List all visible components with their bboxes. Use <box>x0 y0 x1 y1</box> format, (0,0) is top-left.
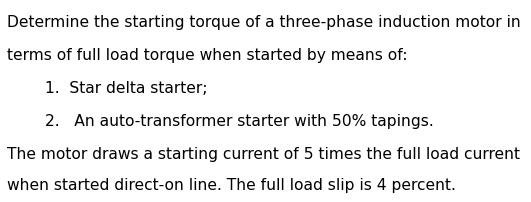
Text: when started direct-on line. The full load slip is 4 percent.: when started direct-on line. The full lo… <box>7 178 456 193</box>
Text: 1.  Star delta starter;: 1. Star delta starter; <box>45 81 208 96</box>
Text: 2.   An auto-transformer starter with 50% tapings.: 2. An auto-transformer starter with 50% … <box>45 114 434 129</box>
Text: The motor draws a starting current of 5 times the full load current: The motor draws a starting current of 5 … <box>7 147 520 162</box>
Text: terms of full load torque when started by means of:: terms of full load torque when started b… <box>7 48 407 63</box>
Text: Determine the starting torque of a three-phase induction motor in: Determine the starting torque of a three… <box>7 15 521 30</box>
